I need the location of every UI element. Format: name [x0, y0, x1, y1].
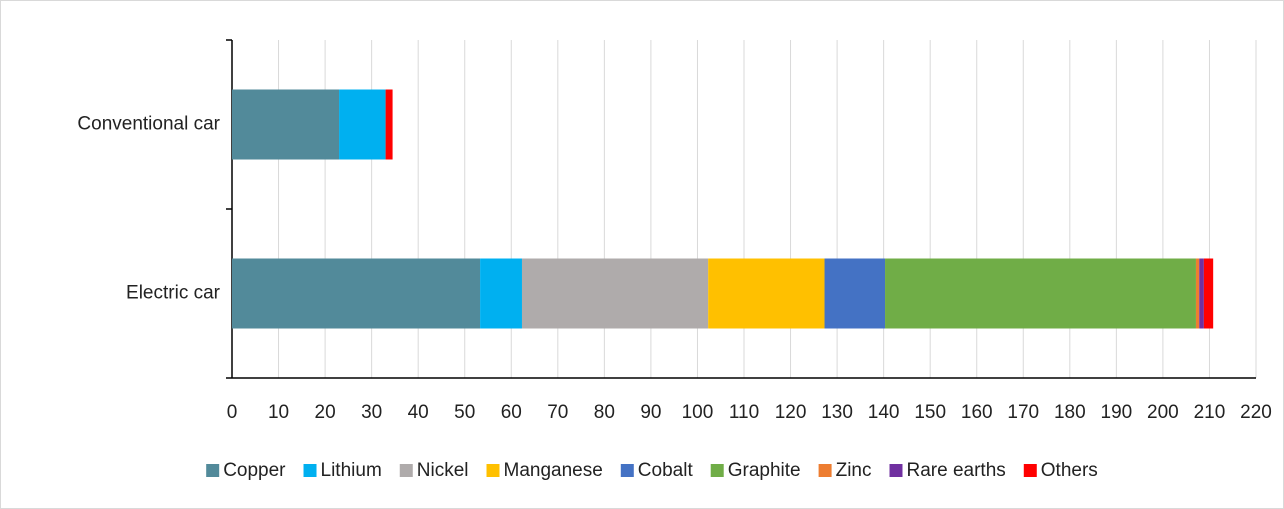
x-tick-label: 70: [547, 402, 568, 423]
bar-segment: [1203, 258, 1214, 329]
legend-swatch: [620, 464, 634, 477]
bar-segment: [385, 89, 393, 160]
x-tick-label: 210: [1194, 402, 1226, 423]
legend-swatch: [206, 464, 220, 477]
x-tick-label: 10: [268, 402, 289, 423]
legend-swatch: [818, 464, 832, 477]
x-tick-label: 110: [729, 402, 759, 423]
y-tick-label: Electric car: [126, 283, 221, 304]
legend-label: Rare earths: [907, 460, 1006, 481]
x-tick-label: 140: [868, 402, 900, 423]
legend-label: Lithium: [321, 460, 382, 481]
legend-swatch: [710, 464, 724, 477]
bar-segment: [885, 258, 1196, 329]
bar-segment: [1195, 258, 1200, 329]
bar-segment: [521, 258, 709, 329]
x-tick-label: 220: [1240, 402, 1272, 423]
legend-swatch: [399, 464, 413, 477]
legend-swatch: [303, 464, 317, 477]
x-tick-label: 190: [1101, 402, 1133, 423]
x-tick-label: 170: [1007, 402, 1039, 423]
x-tick-label: 20: [315, 402, 336, 423]
x-tick-label: 30: [361, 402, 382, 423]
x-tick-label: 60: [501, 402, 522, 423]
legend-label: Graphite: [728, 460, 801, 481]
legend-label: Zinc: [836, 460, 872, 481]
bar-segment: [339, 89, 386, 160]
legend-label: Nickel: [417, 460, 469, 481]
legend-label: Others: [1041, 460, 1098, 481]
legend-label: Copper: [223, 460, 286, 481]
x-tick-label: 90: [640, 402, 661, 423]
x-tick-label: 100: [682, 402, 714, 423]
bar-segment: [480, 258, 522, 329]
legend-label: Manganese: [504, 460, 603, 481]
y-tick-label: Conventional car: [77, 114, 220, 135]
bar-segment: [232, 89, 340, 160]
x-tick-label: 150: [914, 402, 946, 423]
legend-swatch: [486, 464, 500, 477]
x-tick-label: 80: [594, 402, 615, 423]
x-tick-label: 130: [821, 402, 853, 423]
bar-segment: [1199, 258, 1204, 329]
legend-swatch: [889, 464, 903, 477]
bar-segment: [824, 258, 886, 329]
x-tick-label: 40: [408, 402, 429, 423]
x-tick-label: 180: [1054, 402, 1086, 423]
bar-segment: [708, 258, 825, 329]
legend-swatch: [1023, 464, 1037, 477]
x-tick-label: 50: [454, 402, 475, 423]
x-tick-label: 120: [775, 402, 807, 423]
legend-label: Cobalt: [638, 460, 694, 481]
x-tick-label: 200: [1147, 402, 1179, 423]
x-tick-label: 0: [227, 402, 238, 423]
bar-segment: [232, 258, 481, 329]
x-tick-label: 160: [961, 402, 993, 423]
